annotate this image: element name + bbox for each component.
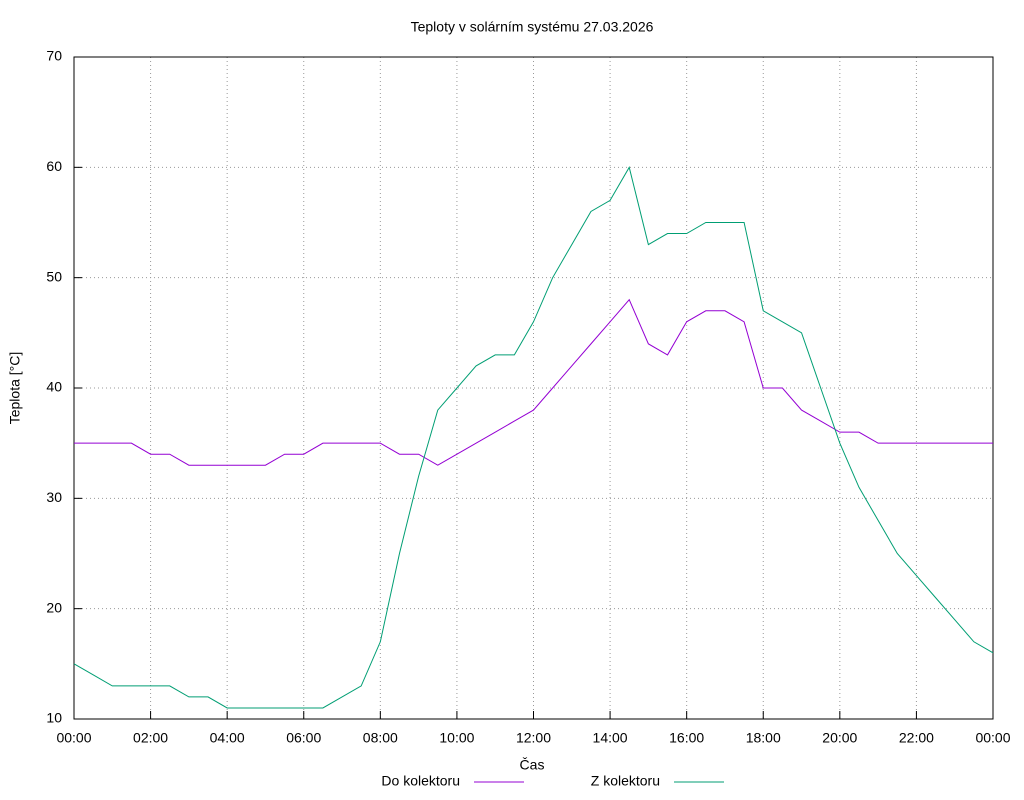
x-tick-label: 10:00	[439, 730, 474, 746]
y-tick-label: 40	[46, 379, 62, 395]
y-tick-label: 50	[46, 268, 62, 284]
legend-label: Do kolektoru	[381, 773, 460, 789]
x-tick-label: 02:00	[133, 730, 168, 746]
plot-frame	[73, 56, 994, 720]
x-tick-label: 16:00	[669, 730, 704, 746]
x-tick-label: 22:00	[899, 730, 934, 746]
chart-title: Teploty v solárním systému 27.03.2026	[411, 19, 654, 35]
y-axis-label: Teplota [°C]	[7, 352, 23, 425]
y-tick-label: 70	[46, 48, 62, 64]
x-tick-label: 20:00	[822, 730, 857, 746]
x-axis-label: Čas	[520, 757, 545, 773]
y-tick-label: 60	[46, 158, 62, 174]
x-tick-label: 04:00	[210, 730, 245, 746]
x-tick-label: 08:00	[363, 730, 398, 746]
x-tick-label: 12:00	[516, 730, 551, 746]
x-tick-label: 14:00	[593, 730, 628, 746]
y-tick-label: 10	[46, 710, 62, 726]
series-line	[74, 298, 993, 466]
y-tick-label: 20	[46, 599, 62, 615]
y-tick-label: 30	[46, 489, 62, 505]
x-tick-label: 06:00	[286, 730, 321, 746]
x-tick-label: 00:00	[56, 730, 91, 746]
x-tick-label: 00:00	[975, 730, 1010, 746]
legend-label: Z kolektoru	[591, 773, 660, 789]
series-line	[73, 166, 994, 709]
x-tick-label: 18:00	[746, 730, 781, 746]
